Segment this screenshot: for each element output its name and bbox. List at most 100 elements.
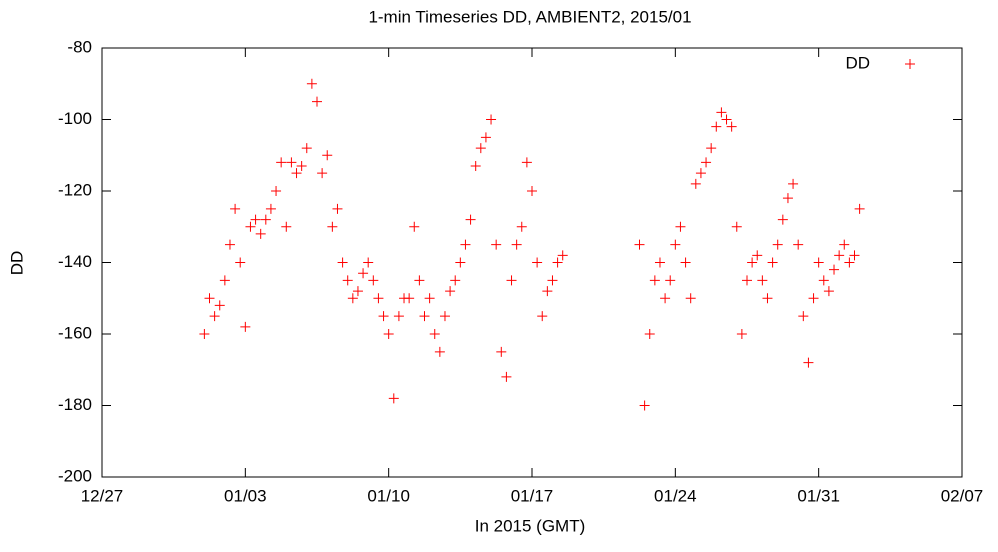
data-point <box>685 293 696 304</box>
data-point <box>660 293 671 304</box>
data-point <box>301 143 312 154</box>
data-point <box>752 250 763 261</box>
x-tick-label: 02/07 <box>941 486 984 505</box>
data-point <box>332 203 343 214</box>
data-point <box>296 160 307 171</box>
data-point <box>834 250 845 261</box>
data-point <box>475 143 486 154</box>
data-point <box>675 221 686 232</box>
data-point <box>552 257 563 268</box>
data-point <box>276 157 287 168</box>
data-point <box>373 293 384 304</box>
data-point <box>762 293 773 304</box>
data-point <box>654 257 665 268</box>
data-point <box>716 107 727 118</box>
data-point <box>214 300 225 311</box>
data-point <box>665 275 676 286</box>
data-point <box>854 203 865 214</box>
data-point <box>388 393 399 404</box>
data-point <box>347 293 358 304</box>
data-point <box>409 221 420 232</box>
data-point <box>777 214 788 225</box>
data-point <box>286 157 297 168</box>
x-tick-label: 01/10 <box>367 486 410 505</box>
data-point <box>793 239 804 250</box>
data-point <box>363 257 374 268</box>
data-point <box>322 150 333 161</box>
data-point <box>634 239 645 250</box>
data-point <box>368 275 379 286</box>
data-point <box>506 275 517 286</box>
y-tick-label: -160 <box>58 323 92 342</box>
data-point <box>327 221 338 232</box>
data-point <box>455 257 466 268</box>
data-point <box>731 221 742 232</box>
plot-frame <box>101 47 963 478</box>
data-point <box>639 400 650 411</box>
data-point <box>250 214 261 225</box>
data-point <box>695 168 706 179</box>
data-point <box>557 250 568 261</box>
data-point <box>358 268 369 279</box>
data-point <box>383 329 394 339</box>
data-point <box>501 371 512 382</box>
data-point <box>701 157 712 168</box>
legend-label: DD <box>845 53 870 72</box>
data-point <box>439 311 450 322</box>
data-point <box>772 239 783 250</box>
data-point <box>788 178 799 189</box>
data-point <box>445 286 456 297</box>
data-point <box>823 286 834 297</box>
data-point <box>808 293 819 304</box>
y-tick-label: -200 <box>58 466 92 485</box>
data-point <box>516 221 527 232</box>
x-tick-label: 01/31 <box>797 486 840 505</box>
data-point <box>849 250 860 261</box>
data-point <box>818 275 829 286</box>
data-point <box>414 275 425 286</box>
data-point <box>199 329 210 339</box>
data-point <box>204 293 215 304</box>
y-tick-label: -80 <box>67 37 92 56</box>
data-point <box>260 214 271 225</box>
data-point <box>798 311 809 322</box>
data-point <box>419 311 430 322</box>
y-tick-label: -100 <box>58 109 92 128</box>
data-point <box>496 346 507 357</box>
data-point <box>670 239 681 250</box>
data-point <box>460 239 471 250</box>
data-point <box>547 275 558 286</box>
data-point <box>291 168 302 179</box>
x-tick-label: 01/03 <box>224 486 267 505</box>
data-point <box>527 186 537 196</box>
data-point <box>690 178 701 189</box>
data-point <box>230 203 241 214</box>
data-point <box>281 221 292 232</box>
y-tick-label: -180 <box>58 395 92 414</box>
data-point <box>726 121 737 132</box>
data-point <box>511 239 522 250</box>
data-point <box>747 257 758 268</box>
data-point <box>465 214 476 225</box>
data-point <box>480 132 491 143</box>
x-tick-label: 01/17 <box>511 486 554 505</box>
y-tick-label: -120 <box>58 180 92 199</box>
data-point <box>337 257 348 268</box>
data-point <box>742 275 752 286</box>
data-point <box>706 143 717 154</box>
data-point <box>486 114 497 125</box>
x-tick-label: 12/27 <box>81 486 124 505</box>
data-point <box>470 160 481 171</box>
data-point <box>644 329 655 339</box>
data-point <box>736 329 747 339</box>
data-point <box>255 228 266 239</box>
data-point <box>711 121 722 132</box>
data-point <box>424 293 435 304</box>
y-axis-label: DD <box>7 251 26 276</box>
data-point <box>757 275 768 286</box>
data-point <box>767 257 778 268</box>
data-point <box>782 193 793 204</box>
data-point <box>219 275 230 286</box>
data-point <box>429 329 440 339</box>
